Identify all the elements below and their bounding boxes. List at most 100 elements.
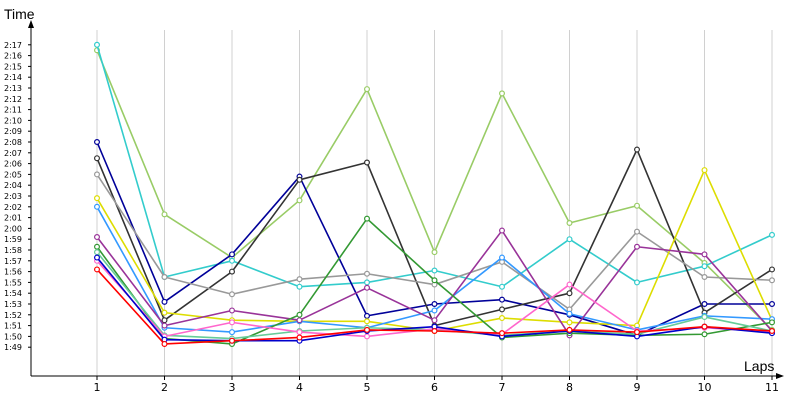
data-point (229, 251, 236, 258)
data-point (296, 176, 303, 183)
data-point (633, 146, 640, 153)
data-point (161, 298, 168, 305)
y-tick-label: 2:07 (4, 149, 22, 158)
data-point (364, 284, 371, 291)
data-point (768, 301, 775, 308)
y-tick-label: 1:50 (4, 332, 22, 341)
data-point (296, 317, 303, 324)
x-tick-label: 1 (94, 381, 101, 394)
x-tick-label: 2 (161, 381, 168, 394)
data-point (633, 279, 640, 286)
data-point (364, 326, 371, 333)
y-tick-label: 2:08 (4, 138, 22, 147)
series-layer (93, 41, 775, 347)
data-point (93, 266, 100, 273)
data-point (701, 323, 708, 330)
data-point (229, 268, 236, 275)
y-axis-title: Time (4, 6, 35, 22)
data-point (499, 306, 506, 313)
y-tick-label: 2:06 (4, 160, 22, 169)
data-point (431, 301, 438, 308)
data-point (93, 234, 100, 241)
x-tick-label: 5 (364, 381, 371, 394)
y-tick-label: 1:54 (4, 289, 22, 298)
data-point (364, 333, 371, 340)
data-point (364, 86, 371, 93)
data-point (768, 319, 775, 326)
data-point (296, 334, 303, 341)
data-point (499, 227, 506, 234)
y-tick-label: 2:09 (4, 127, 22, 136)
data-point (93, 41, 100, 48)
y-tick-label: 2:04 (4, 181, 22, 190)
data-point (566, 319, 573, 326)
data-point (161, 317, 168, 324)
data-point (566, 281, 573, 288)
data-point (499, 315, 506, 322)
x-tick-label: 10 (698, 381, 712, 394)
y-tick-label: 2:17 (4, 41, 22, 50)
y-tick-label: 2:02 (4, 203, 22, 212)
data-point (431, 328, 438, 335)
data-point (633, 228, 640, 235)
data-point (93, 195, 100, 202)
y-tick-label: 2:03 (4, 192, 22, 201)
y-tick-label: 2:01 (4, 214, 22, 223)
data-point (431, 249, 438, 256)
data-point (701, 313, 708, 320)
y-tick-label: 2:16 (4, 52, 22, 61)
data-point (229, 257, 236, 264)
x-axis-title: Laps (744, 358, 774, 374)
x-tick-label: 8 (566, 381, 573, 394)
data-point (364, 279, 371, 286)
y-axis-arrow (28, 20, 34, 28)
data-point (566, 326, 573, 333)
x-tick-label: 9 (634, 381, 641, 394)
y-tick-label: 1:58 (4, 246, 22, 255)
data-point (161, 309, 168, 316)
data-point (296, 311, 303, 318)
data-point (768, 231, 775, 238)
data-point (229, 319, 236, 326)
data-point (364, 270, 371, 277)
data-point (161, 322, 168, 329)
data-point (364, 215, 371, 222)
y-tick-label: 2:05 (4, 170, 22, 179)
series-group (93, 266, 775, 347)
data-point (499, 296, 506, 303)
y-tick-label: 2:00 (4, 224, 22, 233)
y-tick-label: 2:10 (4, 116, 22, 125)
axis-layer: 1 2 3 4 5 6 7 8 9 10 11 1:49 1:501:51 1:52 1:53 1:54 1:5… (4, 20, 784, 394)
data-point (633, 243, 640, 250)
x-tick-label: 4 (296, 381, 303, 394)
y-tick-label: 1:53 (4, 300, 22, 309)
data-point (364, 312, 371, 319)
data-point (768, 266, 775, 273)
data-point (296, 197, 303, 204)
data-point (701, 331, 708, 338)
data-point (296, 283, 303, 290)
data-point (93, 243, 100, 250)
y-tick-label: 1:57 (4, 257, 22, 266)
y-tick-label: 1:51 (4, 322, 22, 331)
data-point (566, 236, 573, 243)
x-tick-label: 7 (499, 381, 506, 394)
y-tick-label: 2:12 (4, 95, 22, 104)
data-point (431, 317, 438, 324)
data-point (566, 290, 573, 297)
series-group (93, 227, 775, 339)
y-tick-label: 1:49 (4, 343, 22, 352)
data-point (768, 277, 775, 284)
data-point (364, 318, 371, 325)
data-point (161, 211, 168, 218)
y-tick-label: 1:55 (4, 278, 22, 287)
y-tick-label: 1:56 (4, 268, 22, 277)
data-point (701, 274, 708, 281)
data-point (566, 220, 573, 227)
data-point (161, 340, 168, 347)
data-point (229, 307, 236, 314)
data-point (499, 330, 506, 337)
data-point (431, 277, 438, 284)
